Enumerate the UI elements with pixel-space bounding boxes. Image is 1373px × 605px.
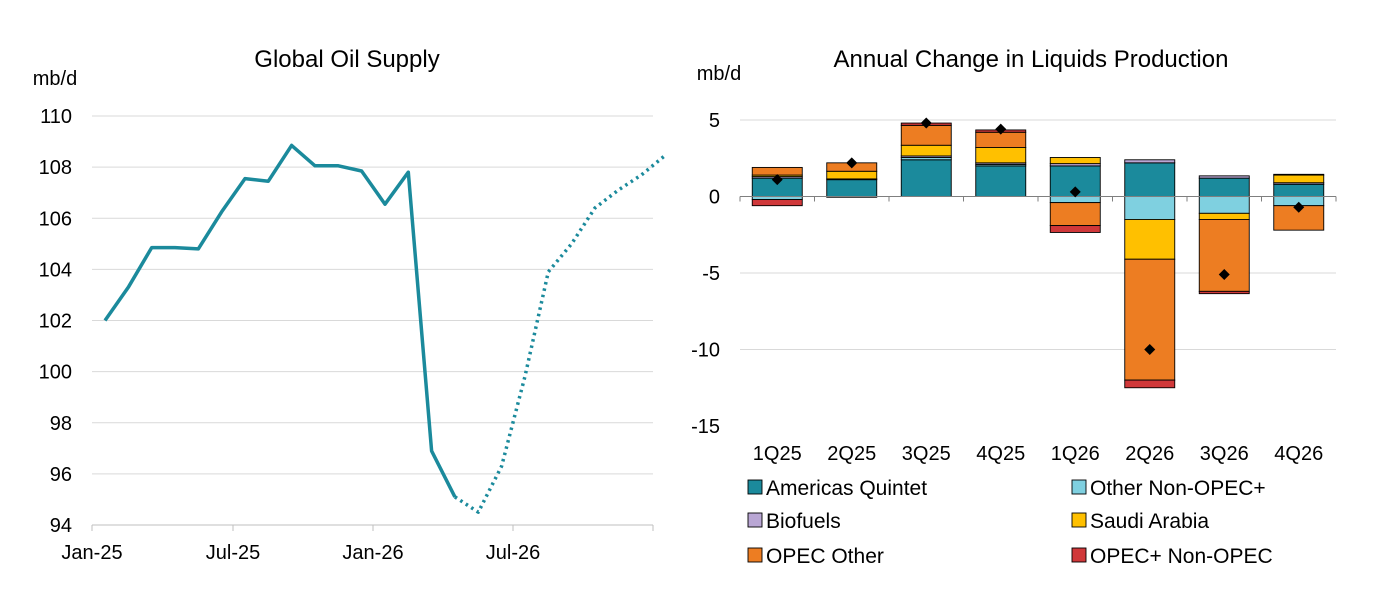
bar-segment — [1124, 258, 1176, 381]
y-tick-label: 94 — [50, 515, 72, 537]
actual-line — [103, 143, 457, 498]
legend-swatch — [1071, 547, 1087, 563]
bar-segment — [975, 147, 1027, 164]
bar-segment — [826, 179, 878, 197]
x-tick-label: 3Q25 — [902, 443, 951, 465]
legend-label: OPEC+ Non-OPEC — [1090, 545, 1273, 568]
bar-segment — [1198, 218, 1250, 292]
x-axis-ticks: 1Q25 2Q25 3Q25 4Q25 1Q26 2Q26 3Q26 4Q26 — [753, 443, 1323, 465]
y-axis-unit: mb/d — [697, 63, 741, 85]
grid-lines — [92, 115, 653, 475]
bar-segment — [900, 144, 952, 157]
y-tick-label: 110 — [40, 106, 72, 128]
total-markers — [771, 117, 1305, 355]
stacked-bars — [751, 122, 1325, 389]
legend-label: Biofuels — [766, 510, 841, 533]
chart-title: Global Oil Supply — [254, 46, 439, 73]
legend-swatch — [747, 479, 763, 495]
x-tick-label: 4Q25 — [976, 443, 1025, 465]
bar-segment — [1049, 157, 1101, 165]
y-tick-label: 96 — [50, 464, 72, 486]
bar-segment — [1273, 183, 1325, 197]
zero-axis — [739, 196, 1337, 202]
legend-label: Americas Quintet — [766, 477, 927, 500]
y-tick-label: 100 — [39, 362, 72, 384]
legend: Americas Quintet Biofuels OPEC Other Other … — [747, 477, 1273, 568]
x-tick-label: 2Q26 — [1125, 443, 1174, 465]
bar-segment — [1273, 173, 1325, 176]
bar-segment — [1049, 202, 1101, 227]
x-axis: Jan-25 Jul-25 Jan-26 Jul-26 — [61, 524, 654, 564]
legend-swatch — [747, 547, 763, 563]
y-tick-label: 0 — [709, 187, 720, 209]
total-marker — [920, 117, 932, 129]
total-marker — [771, 174, 783, 186]
legend-label: OPEC Other — [766, 545, 884, 568]
legend-label: Other Non-OPEC+ — [1090, 477, 1266, 500]
x-tick-label: Jan-26 — [342, 542, 403, 564]
bar-segment — [751, 199, 803, 207]
y-tick-label: 5 — [709, 110, 720, 132]
forecast-line — [453, 154, 667, 514]
total-marker — [1069, 186, 1081, 198]
y-axis-ticks: 5 0 -5 -10 -15 — [691, 110, 720, 438]
x-tick-label: 4Q26 — [1274, 443, 1323, 465]
total-marker — [1218, 269, 1230, 281]
bar-segment — [1198, 196, 1250, 214]
x-tick-label: Jul-25 — [206, 542, 260, 564]
total-marker — [846, 157, 858, 169]
bar-segment — [1273, 174, 1325, 184]
series-lines — [103, 143, 667, 514]
y-tick-label: -5 — [702, 263, 720, 285]
y-tick-label: 98 — [50, 413, 72, 435]
legend-swatch — [1071, 512, 1087, 528]
bar-segment — [1124, 159, 1176, 164]
bar-segment — [751, 166, 803, 176]
total-marker — [1293, 201, 1305, 213]
y-axis-ticks: 110 108 106 104 102 100 98 96 94 — [39, 106, 72, 537]
y-tick-label: 108 — [39, 157, 72, 179]
x-tick-label: 2Q25 — [827, 443, 876, 465]
x-tick-label: 1Q25 — [753, 443, 802, 465]
y-axis-unit: mb/d — [33, 68, 77, 90]
x-tick-label: 3Q26 — [1200, 443, 1249, 465]
y-tick-label: -10 — [691, 340, 720, 362]
bar-segment — [1198, 290, 1250, 295]
legend-swatch — [747, 512, 763, 528]
legend-label: Saudi Arabia — [1090, 510, 1209, 533]
bar-segment — [1198, 175, 1250, 179]
bar-segment — [1124, 162, 1176, 197]
bar-segment — [1124, 379, 1176, 389]
x-tick-label: Jul-26 — [486, 542, 540, 564]
bar-segment — [975, 165, 1027, 197]
chart-title: Annual Change in Liquids Production — [834, 46, 1229, 73]
y-tick-label: 104 — [39, 259, 72, 281]
x-tick-label: Jan-25 — [61, 542, 122, 564]
bar-segment — [1124, 218, 1176, 260]
total-marker — [995, 123, 1007, 135]
y-tick-label: 102 — [39, 311, 72, 333]
total-marker — [1144, 344, 1156, 355]
bar-segment — [900, 159, 952, 197]
bar-segment — [1198, 177, 1250, 197]
bar-segment — [1124, 196, 1176, 220]
y-tick-label: 106 — [39, 208, 72, 230]
bar-segment — [1049, 196, 1101, 204]
bar-segment — [1049, 225, 1101, 233]
bar-segment — [1198, 212, 1250, 220]
legend-swatch — [1071, 479, 1087, 495]
bar-segment — [826, 170, 878, 180]
y-tick-label: -15 — [691, 416, 720, 438]
x-tick-label: 1Q26 — [1051, 443, 1100, 465]
